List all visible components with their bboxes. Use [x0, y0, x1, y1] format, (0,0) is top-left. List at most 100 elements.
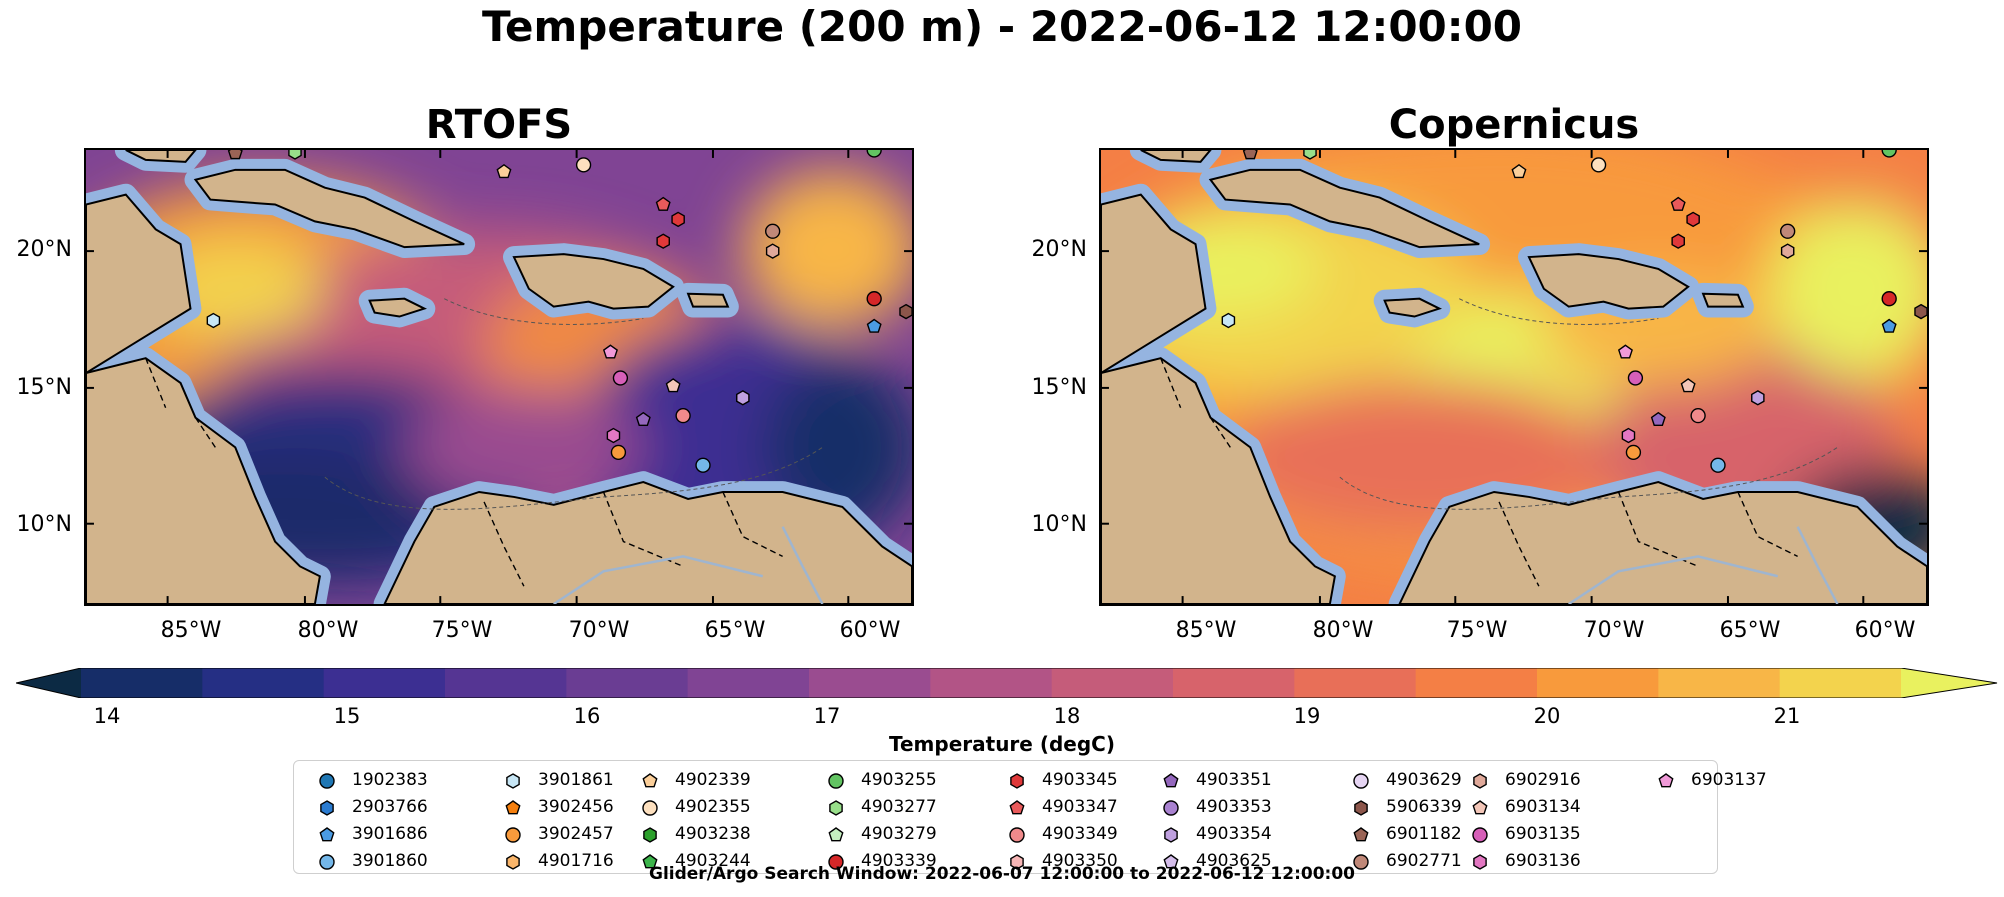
legend-label: 6903137 — [1691, 770, 1767, 790]
legend-label: 4903353 — [1196, 797, 1272, 817]
panel-title-copernicus: Copernicus — [1388, 102, 1640, 148]
lat-label-20n-right: 20°N — [1031, 237, 1087, 262]
landmass-florida — [125, 150, 197, 163]
colorbar-tick-17: 17 — [813, 704, 841, 728]
lon-label-70w-right: 70°W — [1583, 618, 1645, 643]
float-marker-6903137 — [1617, 344, 1633, 359]
float-marker-4903351 — [1650, 411, 1666, 426]
legend-label: 4903277 — [861, 797, 937, 817]
lon-label-75w-left: 75°W — [431, 618, 493, 643]
legend-marker-4903353 — [1163, 800, 1179, 816]
legend-label: 4903255 — [861, 770, 937, 790]
legend-marker-4903349 — [1009, 827, 1025, 843]
float-marker-4902355 — [1590, 157, 1607, 173]
colorbar-segment — [566, 668, 689, 698]
legend-label: 4902355 — [675, 797, 751, 817]
float-marker-4903347 — [1670, 196, 1686, 211]
lon-label-65w-left: 65°W — [704, 618, 766, 643]
float-marker-4903354 — [1751, 390, 1765, 406]
legend-marker-3901860 — [319, 854, 335, 870]
legend-label: 6902916 — [1505, 770, 1581, 790]
colorbar-segment — [1051, 668, 1174, 698]
legend-label: 3901860 — [352, 851, 428, 871]
lat-label-10n-right: 10°N — [1031, 512, 1087, 537]
float-marker-6903136 — [606, 427, 621, 444]
float-marker-4903345 — [1671, 233, 1685, 249]
float-marker-4902339 — [1511, 164, 1527, 179]
float-marker-6901182 — [1242, 150, 1258, 160]
colorbar-extend-low — [16, 668, 81, 698]
landmass-mexico — [1101, 193, 1207, 375]
colorbar-segment — [930, 668, 1053, 698]
legend-marker-3901686 — [319, 827, 335, 842]
float-marker-4902355 — [575, 157, 592, 173]
legend-label: 3902457 — [538, 824, 614, 844]
legend-label: 4903351 — [1196, 770, 1272, 790]
map-copernicus — [1099, 148, 1929, 606]
float-marker-3901686 — [1881, 318, 1897, 333]
temperature-patch — [404, 387, 644, 507]
landmass-mexico — [86, 193, 192, 375]
legend-marker-4903351 — [1163, 773, 1179, 788]
float-marker-4903349 — [675, 408, 691, 424]
float-marker-4903347 — [655, 196, 671, 211]
legend-label: 6901182 — [1386, 824, 1462, 844]
panel-title-rtofs: RTOFS — [425, 102, 573, 148]
legend-marker-1902383 — [319, 773, 335, 789]
legend-label: 4903354 — [1196, 824, 1272, 844]
legend-label: 1902383 — [352, 770, 428, 790]
float-marker-4903349 — [1690, 408, 1706, 424]
bathymetry-contour — [1339, 298, 1838, 510]
lat-label-15n-left: 15°N — [16, 375, 72, 400]
legend-marker-5906339 — [1354, 800, 1368, 816]
float-markers — [1221, 150, 1927, 473]
lat-label-15n-right: 15°N — [1031, 375, 1087, 400]
temperature-patch — [742, 169, 912, 329]
float-marker-6903136 — [1621, 427, 1636, 444]
legend-label: 6902771 — [1386, 851, 1462, 871]
legend-marker-4901716 — [506, 854, 520, 870]
frame-ticks — [1101, 150, 1927, 604]
float-marker-4903354 — [736, 390, 750, 406]
lon-label-70w-left: 70°W — [568, 618, 630, 643]
colorbar — [16, 668, 1998, 698]
landmass-southAm — [383, 481, 912, 604]
figure-title: Temperature (200 m) - 2022-06-12 12:00:0… — [481, 2, 1523, 51]
legend-label: 5906339 — [1386, 797, 1462, 817]
lon-label-60w-left: 60°W — [839, 618, 901, 643]
search-window-footer: Glider/Argo Search Window: 2022-06-07 12… — [649, 864, 1355, 884]
landmass-jamaica — [1383, 297, 1442, 318]
colorbar-label: Temperature (degC) — [889, 732, 1115, 756]
float-marker-3901860 — [695, 457, 711, 473]
legend-marker-4903238 — [643, 827, 657, 843]
legend-marker-4903279 — [828, 827, 844, 842]
map-rtofs — [84, 148, 914, 606]
legend-marker-4902355 — [642, 800, 658, 816]
legend-marker-6901182 — [1353, 827, 1369, 842]
legend-label: 6903136 — [1505, 851, 1581, 871]
colorbar-tick-15: 15 — [333, 704, 361, 728]
frame-ticks — [86, 150, 912, 604]
float-marker-3901861 — [206, 312, 221, 329]
lat-label-10n-left: 10°N — [16, 512, 72, 537]
colorbar-segment — [202, 668, 325, 698]
legend-marker-4903625 — [1163, 854, 1179, 869]
legend-label: 6903135 — [1505, 824, 1581, 844]
float-markers — [206, 150, 912, 473]
float-marker-6902916 — [1780, 243, 1795, 259]
legend-marker-4903255 — [828, 773, 844, 789]
lat-label-20n-left: 20°N — [16, 237, 72, 262]
legend-label: 4901716 — [538, 851, 614, 871]
lon-label-85w-right: 85°W — [1175, 618, 1237, 643]
legend-marker-4902339 — [642, 773, 658, 788]
colorbar-extend-high — [1901, 668, 1998, 698]
rivers — [1568, 526, 1839, 604]
legend-marker-3902456 — [505, 800, 521, 815]
colorbar-tick-20: 20 — [1533, 704, 1561, 728]
legend-label: 4903625 — [1196, 851, 1272, 871]
float-marker-4903345 — [671, 211, 685, 228]
landmass-puertoRico — [1701, 292, 1745, 308]
legend-label: 4902339 — [675, 770, 751, 790]
legend-label: 6903134 — [1505, 797, 1581, 817]
colorbar-tick-16: 16 — [573, 704, 601, 728]
